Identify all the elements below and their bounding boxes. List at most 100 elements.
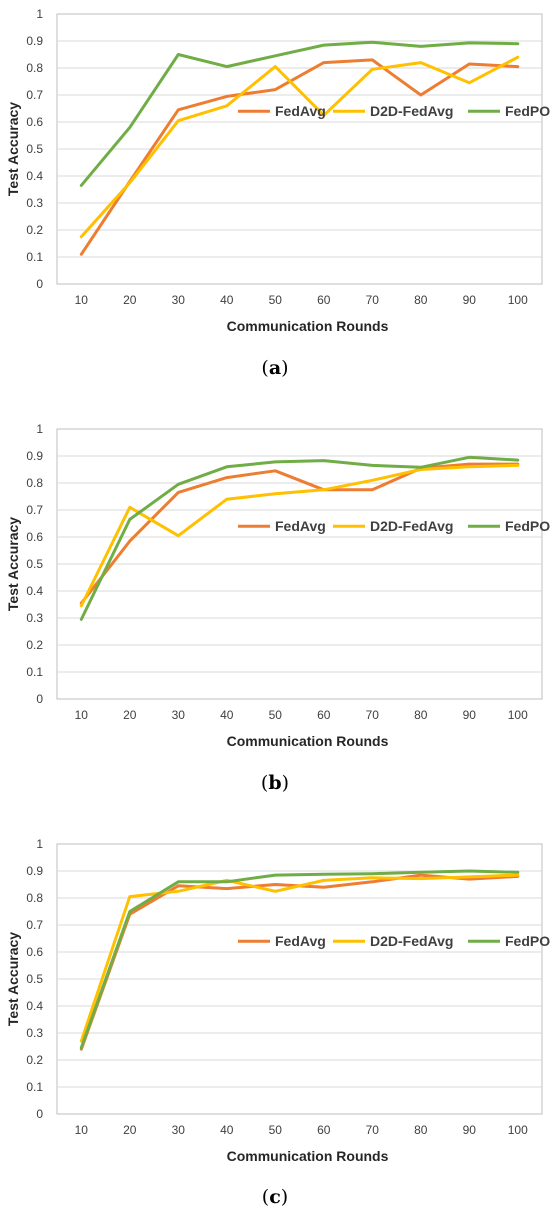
- legend-label-d2d-fedavg: D2D-FedAvg: [370, 518, 454, 534]
- x-tick-label: 80: [414, 293, 428, 307]
- y-tick-label: 0.7: [26, 503, 43, 517]
- y-tick-label: 0.6: [26, 945, 43, 959]
- y-tick-label: 0.9: [26, 864, 43, 878]
- series-line-fedavg: [79, 58, 520, 256]
- caption-a-open: (: [261, 357, 269, 379]
- y-tick-label: 1: [36, 7, 43, 21]
- x-tick-label: 10: [75, 708, 89, 722]
- y-tick-label: 0.6: [26, 115, 43, 129]
- y-axis-label: Test Accuracy: [5, 932, 21, 1026]
- y-tick-label: 0.6: [26, 530, 43, 544]
- y-tick-label: 0.8: [26, 61, 43, 75]
- y-tick-label: 0.4: [26, 169, 43, 183]
- x-tick-label: 50: [269, 293, 283, 307]
- legend-label-fedpo: FedPO: [505, 103, 550, 119]
- y-tick-label: 0.4: [26, 584, 43, 598]
- y-tick-label: 0.2: [26, 1053, 43, 1067]
- y-tick-label: 0.5: [26, 142, 43, 156]
- x-tick-label: 90: [463, 708, 477, 722]
- y-tick-label: 0.4: [26, 999, 43, 1013]
- y-tick-label: 0.3: [26, 1026, 43, 1040]
- y-tick-label: 0.1: [26, 665, 43, 679]
- y-tick-label: 0.2: [26, 638, 43, 652]
- y-tick-label: 0.9: [26, 449, 43, 463]
- caption-a-letter: a: [268, 357, 282, 379]
- y-tick-label: 0: [36, 277, 43, 291]
- y-tick-label: 0.7: [26, 88, 43, 102]
- x-axis-label: Communication Rounds: [227, 733, 389, 749]
- x-tick-label: 30: [172, 1123, 186, 1137]
- y-tick-label: 0.8: [26, 891, 43, 905]
- y-tick-label: 0.3: [26, 196, 43, 210]
- x-tick-label: 80: [414, 1123, 428, 1137]
- legend-label-d2d-fedavg: D2D-FedAvg: [370, 103, 454, 119]
- y-tick-label: 0.9: [26, 34, 43, 48]
- x-tick-label: 60: [317, 708, 331, 722]
- legend-label-fedpo: FedPO: [505, 933, 550, 949]
- chart-panel-b: 0 0.1 0.2 0.3 0.4 0.5 0.6 0.7 0.8 0.9 1 10 20 30 40 50 6…: [0, 415, 550, 755]
- y-tick-label: 0: [36, 692, 43, 706]
- legend-label-d2d-fedavg: D2D-FedAvg: [370, 933, 454, 949]
- caption-c-letter: c: [269, 1186, 281, 1208]
- y-tick-label: 0.7: [26, 918, 43, 932]
- x-tick-label: 20: [123, 293, 137, 307]
- x-tick-label: 70: [366, 1123, 380, 1137]
- legend-label-fedavg: FedAvg: [275, 933, 326, 949]
- x-tick-label: 70: [366, 293, 380, 307]
- series-line-fedpo: [79, 40, 520, 187]
- y-tick-label: 0.3: [26, 611, 43, 625]
- chart-b: 0 0.1 0.2 0.3 0.4 0.5 0.6 0.7 0.8 0.9 1 10 20 30 40 50 6…: [5, 422, 550, 749]
- y-tick-label: 0.5: [26, 972, 43, 986]
- chart-panel-a: 0 0.1 0.2 0.3 0.4 0.5 0.6 0.7 0.8 0.9 1 10 20 30 40 50 6…: [0, 0, 550, 340]
- x-tick-label: 100: [508, 708, 528, 722]
- x-tick-label: 60: [317, 293, 331, 307]
- x-tick-label: 80: [414, 708, 428, 722]
- x-tick-label: 90: [463, 293, 477, 307]
- x-tick-label: 50: [269, 1123, 283, 1137]
- x-tick-label: 40: [220, 1123, 234, 1137]
- x-tick-label: 20: [123, 1123, 137, 1137]
- x-tick-label: 100: [508, 1123, 528, 1137]
- caption-b-close: ): [281, 772, 290, 794]
- y-tick-label: 0.1: [26, 250, 43, 264]
- x-axis-label: Communication Rounds: [227, 318, 389, 334]
- caption-a: (a): [0, 357, 550, 379]
- caption-a-close: ): [281, 357, 289, 379]
- y-tick-label: 0: [36, 1107, 43, 1121]
- x-axis-label: Communication Rounds: [227, 1148, 389, 1164]
- y-tick-label: 0.5: [26, 557, 43, 571]
- chart-a: 0 0.1 0.2 0.3 0.4 0.5 0.6 0.7 0.8 0.9 1 10 20 30 40 50 6…: [5, 7, 550, 334]
- x-tick-label: 40: [220, 293, 234, 307]
- x-tick-label: 60: [317, 1123, 331, 1137]
- series-line-d2d-fedavg: [79, 873, 520, 1043]
- caption-c-open: (: [261, 1186, 270, 1208]
- series-line-fedpo: [79, 869, 520, 1050]
- y-tick-label: 1: [36, 422, 43, 436]
- x-tick-label: 40: [220, 708, 234, 722]
- y-axis-label: Test Accuracy: [5, 517, 21, 611]
- legend-label-fedavg: FedAvg: [275, 103, 326, 119]
- x-tick-label: 30: [172, 708, 186, 722]
- y-axis-label: Test Accuracy: [5, 102, 21, 196]
- series-line-d2d-fedavg: [79, 55, 520, 239]
- chart-panel-c: 0 0.1 0.2 0.3 0.4 0.5 0.6 0.7 0.8 0.9 1 10 20 30 40 50 6…: [0, 830, 550, 1170]
- caption-b-open: (: [260, 772, 269, 794]
- y-tick-label: 1: [36, 837, 43, 851]
- caption-c: (c): [0, 1186, 550, 1208]
- x-tick-label: 30: [172, 293, 186, 307]
- x-tick-label: 90: [463, 1123, 477, 1137]
- x-tick-label: 100: [508, 293, 528, 307]
- x-tick-label: 10: [75, 293, 89, 307]
- caption-b-letter: b: [268, 772, 282, 794]
- legend-label-fedavg: FedAvg: [275, 518, 326, 534]
- x-tick-label: 10: [75, 1123, 89, 1137]
- x-tick-label: 20: [123, 708, 137, 722]
- caption-c-close: ): [280, 1186, 289, 1208]
- series-line-d2d-fedavg: [79, 463, 520, 608]
- y-tick-label: 0.8: [26, 476, 43, 490]
- caption-b: (b): [0, 772, 550, 794]
- x-tick-label: 70: [366, 708, 380, 722]
- series-line-fedavg: [79, 462, 520, 605]
- y-tick-label: 0.2: [26, 223, 43, 237]
- y-tick-label: 0.1: [26, 1080, 43, 1094]
